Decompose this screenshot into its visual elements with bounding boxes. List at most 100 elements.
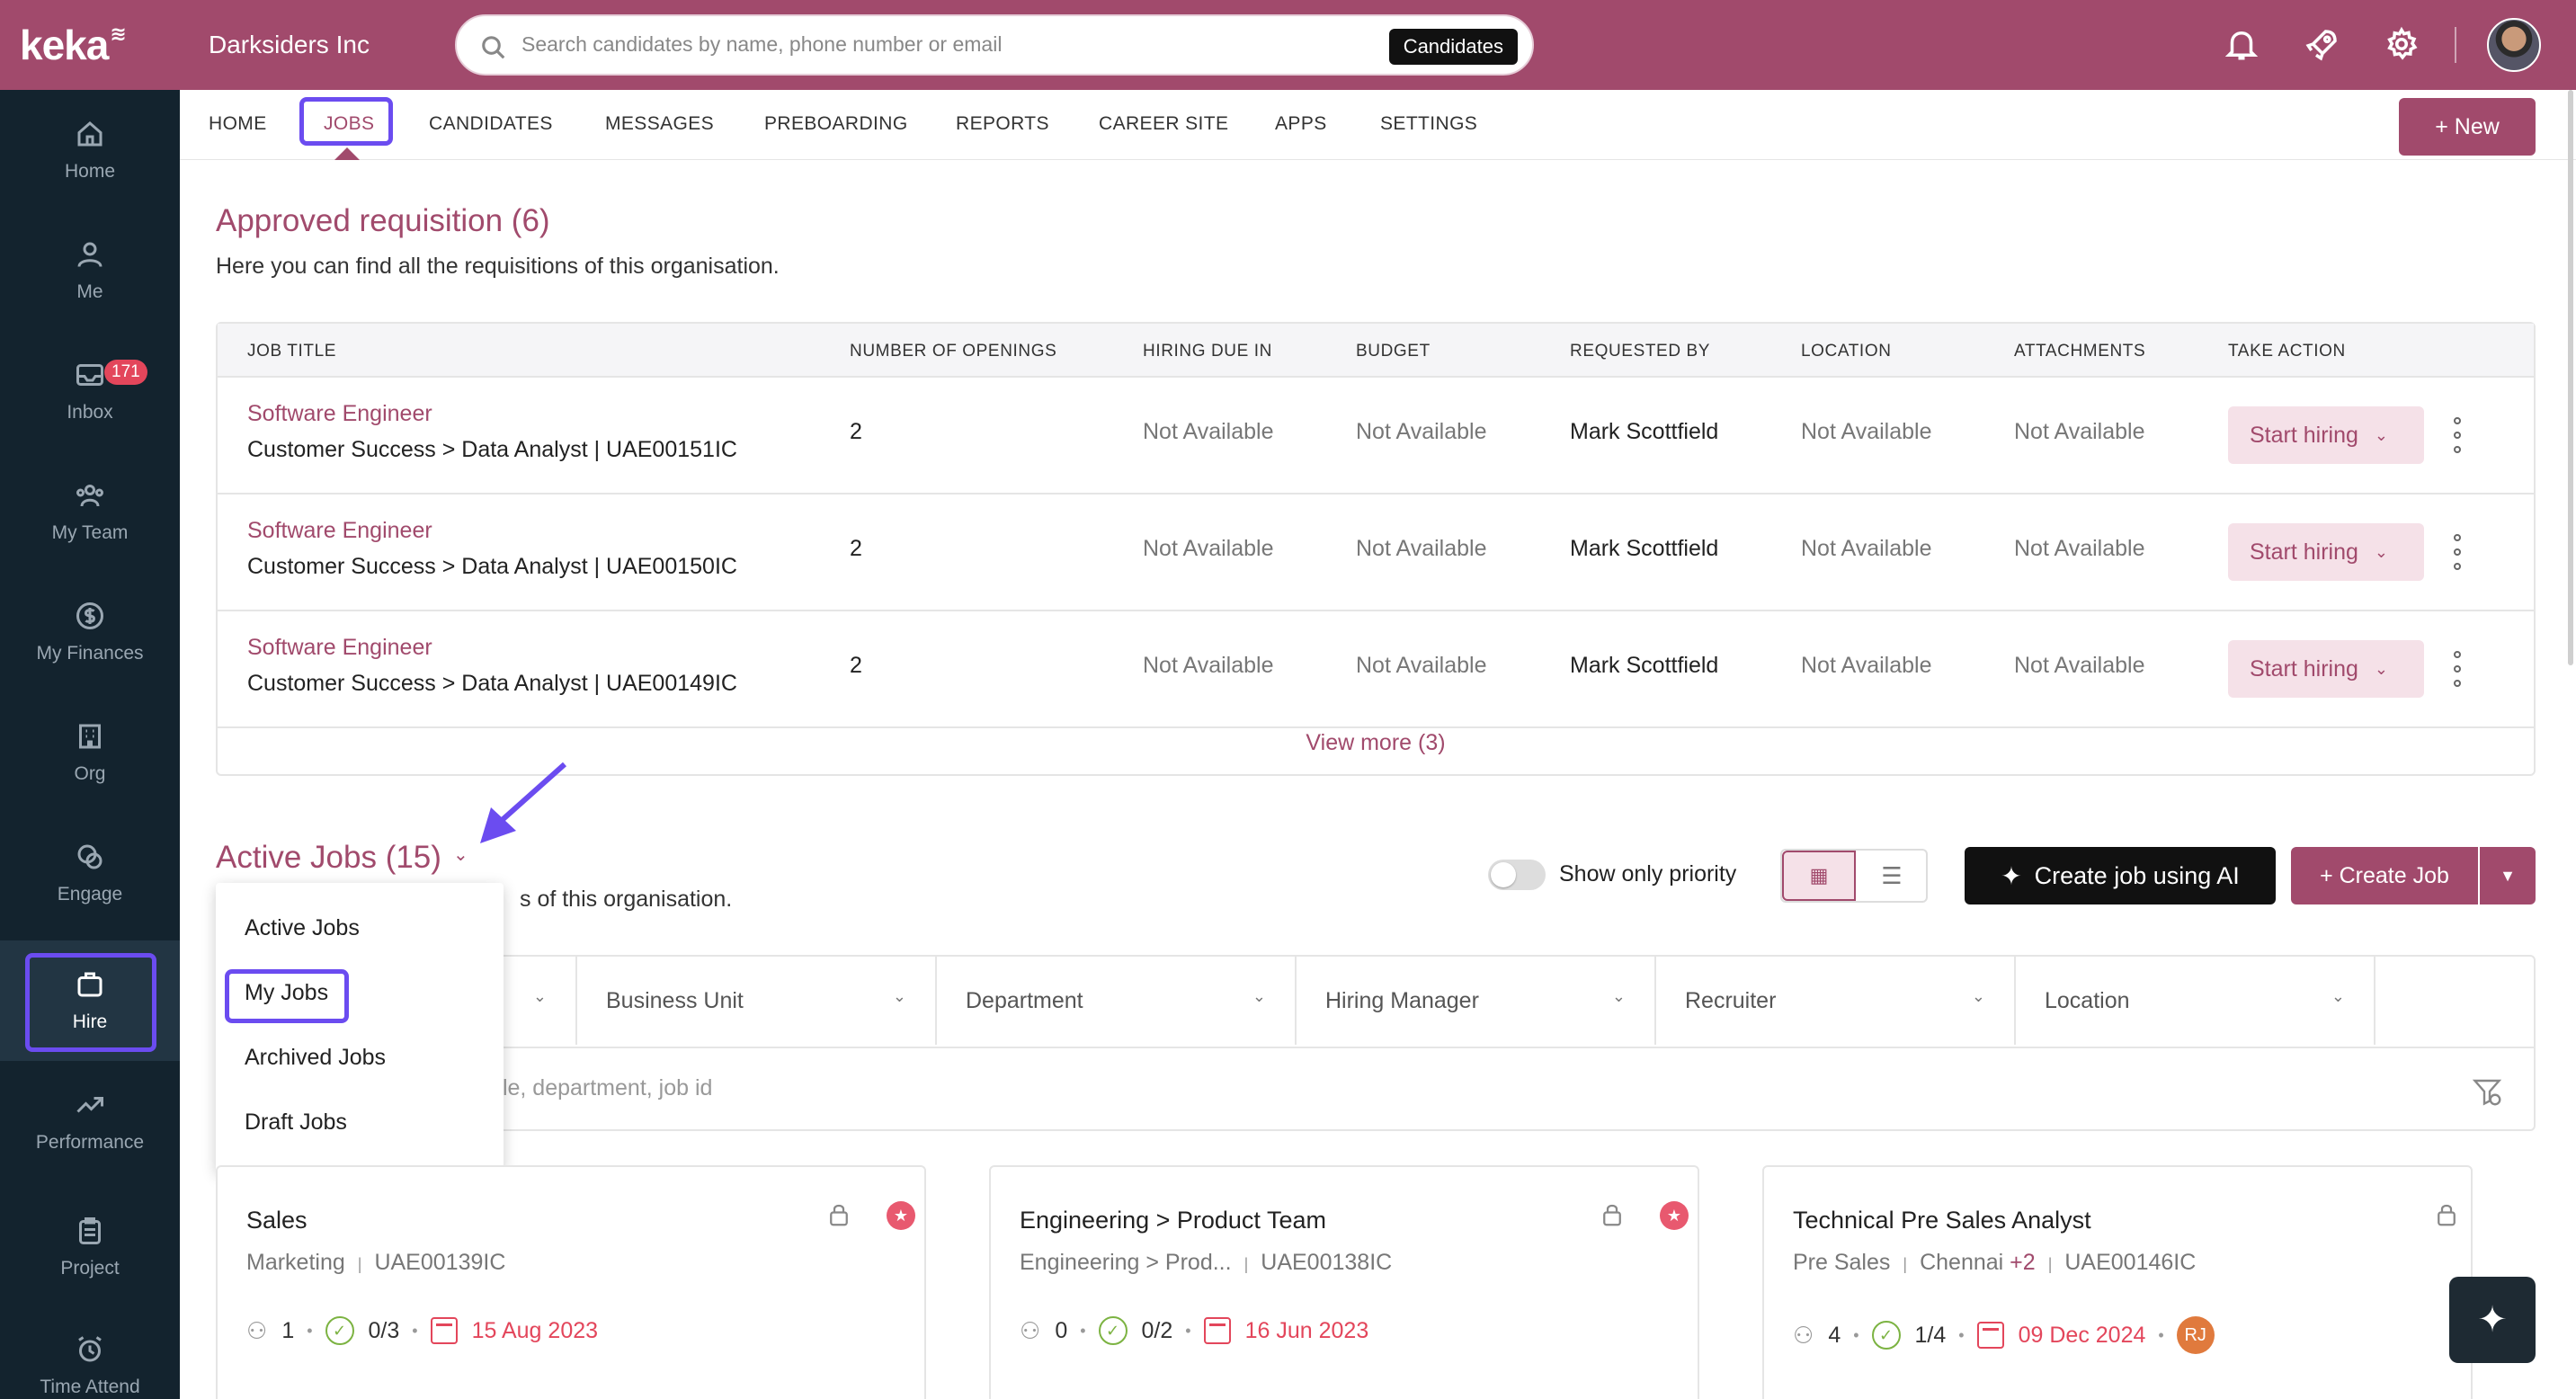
table-row: Software Engineer Customer Success > Dat… xyxy=(218,611,2534,728)
filter-recruiter[interactable]: Recruiter ⌄ xyxy=(1656,957,2016,1045)
job-card-location: Chennai xyxy=(1920,1250,2004,1275)
job-card-date: 16 Jun 2023 xyxy=(1244,1317,1369,1343)
job-search-field[interactable]: tle, department, job id xyxy=(218,1047,2534,1131)
job-card-more-locations[interactable]: +2 xyxy=(2010,1250,2036,1275)
job-card-stats: ⚇ 0 • ✓ 0/2 • 16 Jun 2023 xyxy=(1020,1316,1369,1345)
job-card[interactable]: Engineering > Product Team Engineering >… xyxy=(989,1165,1699,1399)
chevron-down-icon[interactable]: ⌄ xyxy=(453,845,468,865)
job-title-link[interactable]: Software Engineer xyxy=(247,401,432,426)
sidebar-item-engage[interactable]: Engage xyxy=(0,813,180,933)
filter-hiring-manager[interactable]: Hiring Manager ⌄ xyxy=(1297,957,1656,1045)
col-openings: NUMBER OF OPENINGS xyxy=(850,342,1057,361)
page-scrollbar[interactable] xyxy=(2568,90,2573,665)
header-divider xyxy=(2455,27,2456,63)
create-job-ai-button[interactable]: ✦ Create job using AI xyxy=(1965,847,2276,904)
hire-highlight-box xyxy=(25,953,156,1052)
dropdown-active-jobs[interactable]: Active Jobs xyxy=(245,915,360,940)
create-job-button[interactable]: + Create Job xyxy=(2291,847,2478,904)
tab-jobs[interactable]: JOBS xyxy=(324,113,375,134)
chevron-down-icon: ⌄ xyxy=(1252,987,1266,1005)
new-button[interactable]: + New xyxy=(2399,98,2536,156)
tab-reports[interactable]: REPORTS xyxy=(956,113,1049,134)
job-card-title: Sales xyxy=(246,1207,308,1234)
job-search-placeholder: tle, department, job id xyxy=(496,1075,713,1100)
sidebar-item-time-attend[interactable]: Time Attend xyxy=(0,1305,180,1399)
rocket-icon[interactable] xyxy=(2304,25,2341,63)
tab-candidates[interactable]: CANDIDATES xyxy=(429,113,553,134)
filter-location[interactable]: Location ⌄ xyxy=(2016,957,2375,1045)
filter-department[interactable]: Department ⌄ xyxy=(937,957,1297,1045)
sidebar-item-label: Hire xyxy=(72,1011,108,1032)
active-jobs-title[interactable]: Active Jobs (15) xyxy=(216,840,441,875)
sidebar-item-my-finances[interactable]: My Finances xyxy=(0,572,180,692)
search-scope-button[interactable]: Candidates xyxy=(1388,29,1518,65)
gear-icon[interactable] xyxy=(2383,25,2420,63)
job-title-link[interactable]: Software Engineer xyxy=(247,518,432,543)
sidebar-item-performance[interactable]: Performance xyxy=(0,1061,180,1181)
requested-by: Mark Scottfield xyxy=(1570,653,1719,678)
table-row: Software Engineer Customer Success > Dat… xyxy=(218,495,2534,611)
job-card-department: Marketing xyxy=(246,1250,345,1275)
budget: Not Available xyxy=(1356,653,1487,678)
sidebar-item-hire[interactable]: Hire xyxy=(0,940,180,1061)
assignee-avatar[interactable]: RJ xyxy=(2176,1316,2215,1354)
lock-icon[interactable] xyxy=(825,1199,852,1230)
sidebar-item-home[interactable]: Home xyxy=(0,90,180,210)
hiring-due: Not Available xyxy=(1143,419,1274,444)
lock-icon[interactable] xyxy=(2433,1199,2460,1230)
more-options-icon[interactable] xyxy=(2451,534,2464,570)
search-icon xyxy=(482,36,505,59)
attachments: Not Available xyxy=(2014,653,2145,678)
dropdown-archived-jobs[interactable]: Archived Jobs xyxy=(245,1045,387,1070)
list-view-icon[interactable]: ☰ xyxy=(1881,861,1903,889)
tab-apps[interactable]: APPS xyxy=(1275,113,1327,134)
keka-logo[interactable]: keka ≋ xyxy=(0,0,180,90)
main-nav: HOME JOBS CANDIDATES MESSAGES PREBOARDIN… xyxy=(180,90,2576,160)
more-options-icon[interactable] xyxy=(2451,417,2464,453)
sidebar-item-org[interactable]: Org xyxy=(0,692,180,813)
view-more-link[interactable]: View more (3) xyxy=(1306,730,1446,755)
sidebar-item-my-team[interactable]: My Team xyxy=(0,451,180,572)
calendar-icon xyxy=(1203,1317,1231,1344)
priority-toggle-label: Show only priority xyxy=(1559,861,1737,887)
filter-business-unit[interactable]: Business Unit ⌄ xyxy=(577,957,937,1045)
chevron-down-icon: ⌄ xyxy=(2331,987,2345,1005)
start-hiring-button[interactable]: Start hiring ⌄ xyxy=(2228,523,2424,581)
priority-star-icon[interactable]: ★ xyxy=(1660,1201,1689,1230)
tab-settings[interactable]: SETTINGS xyxy=(1380,113,1478,134)
job-card[interactable]: Technical Pre Sales Analyst Pre Sales | Ch… xyxy=(1762,1165,2473,1399)
tab-preboarding[interactable]: PREBOARDING xyxy=(764,113,908,134)
grid-view-icon[interactable]: ▦ xyxy=(1782,851,1856,901)
more-options-icon[interactable] xyxy=(2451,651,2464,687)
user-avatar[interactable] xyxy=(2487,18,2541,72)
tab-career-site[interactable]: CAREER SITE xyxy=(1099,113,1229,134)
sidebar-item-project[interactable]: Project xyxy=(0,1187,180,1307)
start-hiring-button[interactable]: Start hiring ⌄ xyxy=(2228,406,2424,464)
start-hiring-label: Start hiring xyxy=(2250,655,2358,682)
table-row: Software Engineer Customer Success > Dat… xyxy=(218,378,2534,495)
filter-label: Hiring Manager xyxy=(1325,987,1479,1013)
ai-assistant-fab[interactable]: ✦ xyxy=(2449,1277,2536,1363)
dropdown-draft-jobs[interactable]: Draft Jobs xyxy=(245,1109,347,1135)
sidebar-item-me[interactable]: Me xyxy=(0,210,180,331)
filter-hidden-first[interactable]: ⌄ xyxy=(218,957,577,1045)
priority-star-icon[interactable]: ★ xyxy=(887,1201,915,1230)
job-card[interactable]: Sales Marketing | UAE00139IC ★ ⚇ 1 • ✓ 0/3 • 1… xyxy=(216,1165,926,1399)
clear-filter-icon[interactable] xyxy=(2471,1075,2503,1108)
search-input[interactable] xyxy=(521,32,1331,57)
tab-home[interactable]: HOME xyxy=(209,113,267,134)
create-job-options-caret[interactable]: ▼ xyxy=(2480,847,2536,904)
dropdown-my-jobs[interactable]: My Jobs xyxy=(245,980,329,1005)
start-hiring-button[interactable]: Start hiring ⌄ xyxy=(2228,640,2424,698)
lock-icon[interactable] xyxy=(1599,1199,1626,1230)
sidebar-item-inbox[interactable]: Inbox 171 xyxy=(0,331,180,451)
attachments: Not Available xyxy=(2014,536,2145,561)
job-card-department: Pre Sales xyxy=(1793,1250,1891,1275)
tab-messages[interactable]: MESSAGES xyxy=(605,113,715,134)
priority-toggle[interactable] xyxy=(1488,860,1546,890)
company-name[interactable]: Darksiders Inc xyxy=(209,31,370,58)
job-title-link[interactable]: Software Engineer xyxy=(247,635,432,660)
global-search[interactable]: Candidates xyxy=(455,14,1534,76)
bell-icon[interactable] xyxy=(2223,25,2260,63)
create-job-ai-label: Create job using AI xyxy=(2034,861,2240,889)
